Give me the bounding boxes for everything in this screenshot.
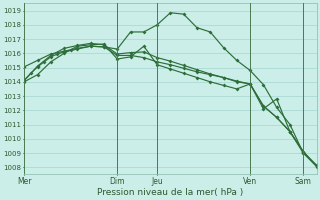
X-axis label: Pression niveau de la mer( hPa ): Pression niveau de la mer( hPa ) — [97, 188, 244, 197]
